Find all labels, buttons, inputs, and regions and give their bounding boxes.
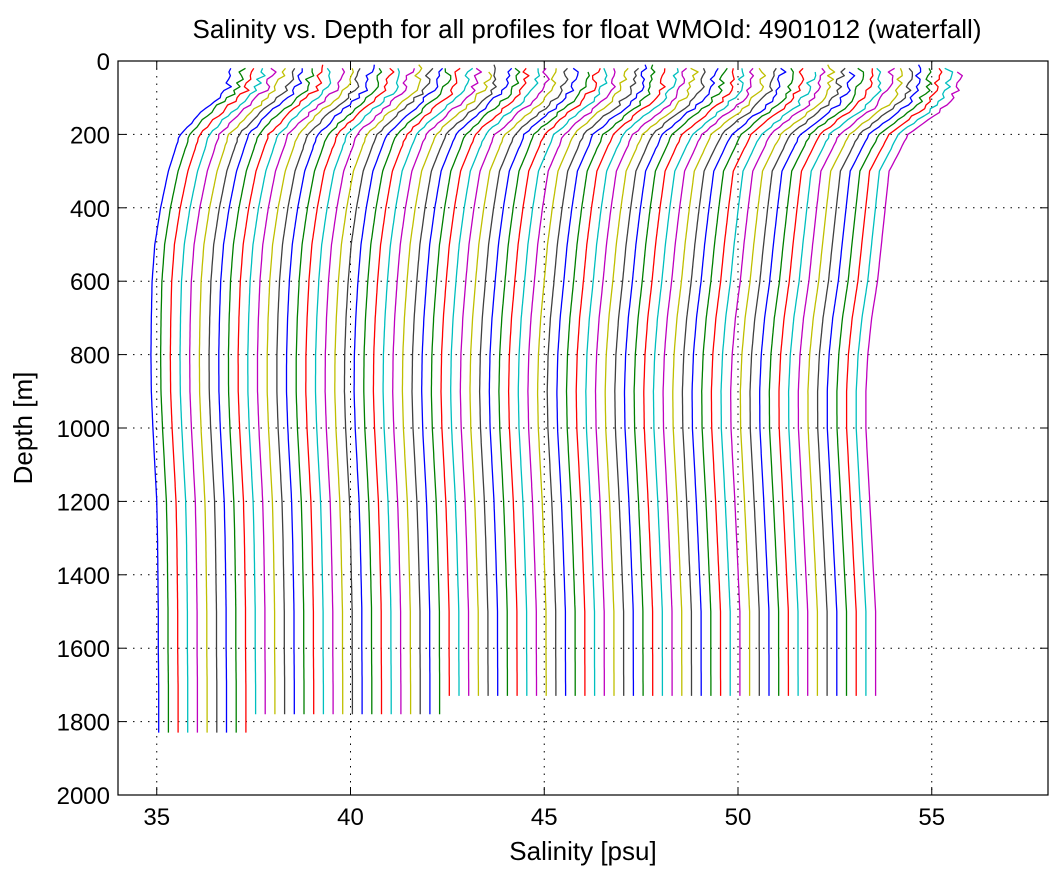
profile-line xyxy=(363,68,452,715)
profile-line xyxy=(517,68,608,696)
profile-line xyxy=(739,64,836,696)
profile-line xyxy=(623,67,719,696)
profile-line xyxy=(594,67,688,696)
profile-line xyxy=(159,67,246,733)
x-tick-label: 50 xyxy=(725,804,752,831)
profile-line xyxy=(546,67,640,696)
profile-line xyxy=(343,67,434,715)
profile-line xyxy=(198,67,286,733)
x-tick-label: 35 xyxy=(143,804,170,831)
profile-line xyxy=(720,71,817,696)
profile-line xyxy=(421,67,513,715)
profile-line xyxy=(865,71,963,696)
profile-line xyxy=(179,68,266,733)
profile-line xyxy=(816,67,914,696)
profile-line xyxy=(285,64,375,715)
profile-line xyxy=(768,67,865,696)
profile-line xyxy=(527,68,616,696)
profile-line xyxy=(314,68,400,715)
profile-line xyxy=(710,67,805,696)
y-tick-label: 1800 xyxy=(57,710,110,737)
y-tick-label: 600 xyxy=(70,269,110,296)
profile-line xyxy=(730,67,826,696)
profile-line xyxy=(565,64,656,696)
profile-line xyxy=(478,67,569,696)
profile-line xyxy=(450,68,541,696)
y-tick-label: 400 xyxy=(70,196,110,223)
profile-line xyxy=(681,67,777,696)
profile-line xyxy=(585,68,679,696)
profile-line xyxy=(787,67,882,696)
x-tick-label: 45 xyxy=(531,804,558,831)
profile-line xyxy=(701,67,794,696)
x-tick-label: 40 xyxy=(337,804,364,831)
profile-line xyxy=(227,68,315,733)
profile-line xyxy=(556,64,648,696)
profile-line xyxy=(759,71,856,696)
profile-line xyxy=(643,68,735,696)
profile-line xyxy=(218,68,303,733)
profile-line xyxy=(662,67,755,696)
profile-line xyxy=(536,67,629,696)
y-axis-label: Depth [m] xyxy=(8,372,38,485)
profile-line xyxy=(189,67,277,733)
profile-line xyxy=(836,68,932,696)
profile-line xyxy=(614,68,706,696)
profile-line xyxy=(247,67,332,715)
x-tick-label: 55 xyxy=(918,804,945,831)
profile-line xyxy=(652,68,745,696)
profile-line xyxy=(440,67,530,696)
plot-area-frame xyxy=(117,60,1049,796)
profile-line xyxy=(469,68,557,696)
y-tick-label: 1200 xyxy=(57,489,110,516)
profile-line xyxy=(845,67,943,696)
profile-line xyxy=(488,67,579,696)
profile-line xyxy=(672,67,767,696)
y-tick-label: 0 xyxy=(97,49,110,76)
profile-line xyxy=(604,67,699,696)
profile-line xyxy=(459,67,550,696)
profile-line xyxy=(295,67,383,715)
profile-line xyxy=(237,64,324,733)
profile-line xyxy=(855,67,954,696)
profile-line xyxy=(382,67,474,715)
profile-line xyxy=(392,67,483,715)
x-axis-label: Salinity [psu] xyxy=(509,836,656,866)
profile-line xyxy=(633,67,728,696)
profile-line xyxy=(826,64,922,696)
profile-line xyxy=(778,68,874,696)
profile-line xyxy=(430,67,521,715)
y-tick-label: 1000 xyxy=(57,416,110,443)
grid-lines xyxy=(118,61,1048,795)
y-tick-label: 1400 xyxy=(57,563,110,590)
profile-line xyxy=(324,68,416,715)
profile-lines xyxy=(150,64,963,733)
y-tick-label: 800 xyxy=(70,343,110,370)
y-tick-label: 1600 xyxy=(57,636,110,663)
axis-ticks: 35 40 45 50 55 0 200 400 600 800 1000 1200 1400 1600 1… xyxy=(57,49,1048,831)
profile-line xyxy=(256,67,346,715)
profile-line xyxy=(749,67,846,696)
profile-line xyxy=(411,64,497,715)
y-tick-label: 2000 xyxy=(57,783,110,810)
chart-title: Salinity vs. Depth for all profiles for … xyxy=(193,14,982,44)
profile-line xyxy=(334,64,423,715)
profile-line xyxy=(575,68,666,696)
profile-line xyxy=(208,67,296,733)
profile-line xyxy=(691,67,787,696)
profile-line xyxy=(276,67,361,715)
profile-line xyxy=(797,67,895,696)
profile-line xyxy=(305,67,395,715)
profile-line xyxy=(498,71,590,696)
profile-line xyxy=(266,68,354,715)
profile-line xyxy=(507,68,601,696)
profile-line xyxy=(401,71,493,715)
y-tick-label: 200 xyxy=(70,122,110,149)
profile-line xyxy=(169,67,255,733)
profile-line xyxy=(372,67,461,715)
profile-line xyxy=(807,68,903,696)
profile-line xyxy=(150,68,232,733)
profile-line xyxy=(353,67,444,715)
